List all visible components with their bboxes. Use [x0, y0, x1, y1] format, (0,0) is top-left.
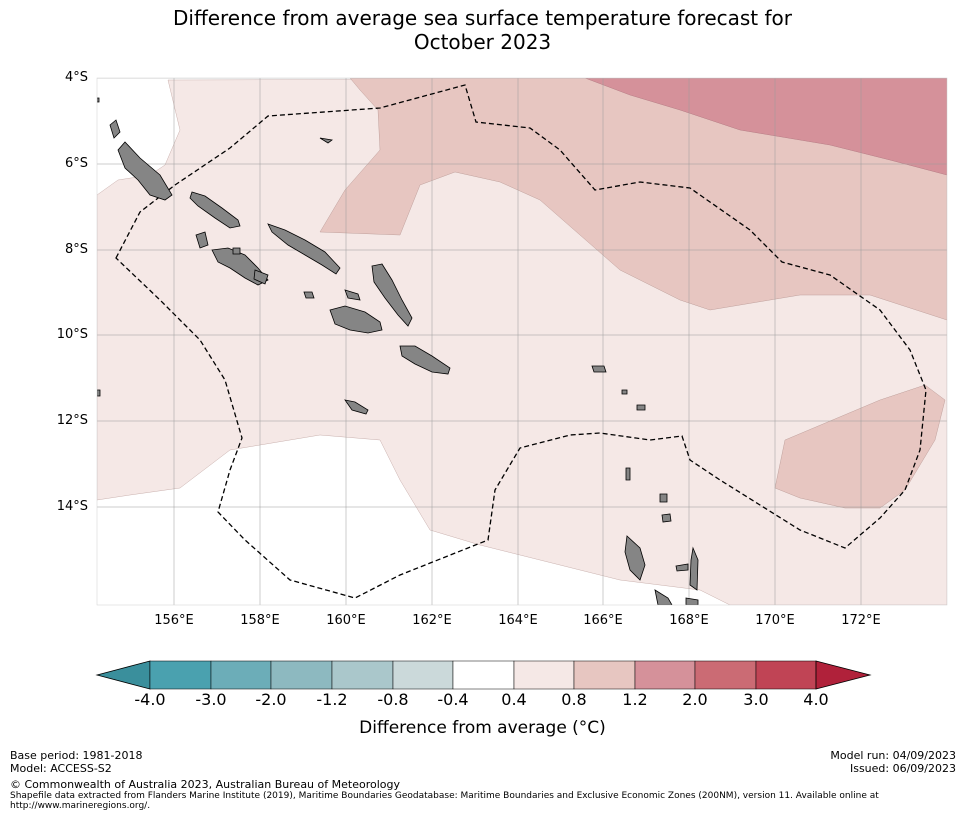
colorbar-tick: -0.8	[377, 690, 409, 709]
colorbar-tick: -2.0	[255, 690, 287, 709]
island-buka	[109, 119, 121, 139]
base-period-text: Base period: 1981-2018	[10, 749, 143, 762]
lon-label-156e: 156°E	[154, 613, 194, 628]
model-run-text: Model run: 04/09/2023	[830, 749, 956, 762]
colorbar-label: Difference from average (°C)	[359, 718, 606, 738]
island-vella-lavella	[195, 231, 209, 249]
colorbar-high-extension	[815, 660, 872, 690]
lat-label-12s: 12°S	[56, 413, 88, 428]
island-malaita	[371, 263, 413, 327]
colorbar-segment-10	[694, 660, 757, 690]
colorbar-tick: 3.0	[743, 690, 769, 709]
island-small-4	[97, 97, 100, 103]
colorbar-tick: 4.0	[803, 690, 829, 709]
lat-label-10s: 10°S	[56, 327, 88, 342]
lon-label-166e: 166°E	[583, 613, 623, 628]
island-santa-isabel	[267, 223, 341, 275]
issued-text: Issued: 06/09/2023	[849, 762, 956, 775]
island-ontong-java	[319, 137, 333, 144]
colorbar-segment-8	[573, 660, 636, 690]
island-small-2	[253, 269, 269, 285]
title-line-1: Difference from average sea surface temp…	[172, 6, 792, 30]
island-maewo	[689, 546, 699, 591]
colorbar-tick: -3.0	[195, 690, 227, 709]
map-title: Difference from average sea surface temp…	[0, 6, 965, 54]
colorbar-segment-9	[634, 660, 696, 690]
colorbar-segment-1	[149, 660, 212, 690]
land-masses	[97, 97, 699, 605]
shapefile-credit-line-2: http://www.marineregions.org/.	[10, 801, 151, 811]
colorbar-tick: 1.2	[622, 690, 648, 709]
model-text: Model: ACCESS-S2	[10, 762, 112, 775]
colorbar-tick: 2.0	[682, 690, 708, 709]
lat-label-6s: 6°S	[64, 156, 88, 171]
lon-label-162e: 162°E	[412, 613, 452, 628]
colorbar-segment-11	[755, 660, 817, 690]
island-choiseul	[189, 191, 241, 229]
island-malekula	[654, 589, 673, 605]
gridlines	[97, 78, 947, 605]
island-torres	[625, 467, 631, 481]
lon-label-160e: 160°E	[326, 613, 366, 628]
island-espiritu-santo	[624, 535, 646, 581]
island-pentecost	[685, 597, 699, 605]
island-utupua	[621, 389, 628, 395]
colorbar-segment-6	[452, 660, 515, 690]
lon-label-164e: 164°E	[498, 613, 538, 628]
lon-label-158e: 158°E	[240, 613, 280, 628]
lon-label-172e: 172°E	[841, 613, 881, 628]
island-florida	[344, 289, 361, 301]
shapefile-credit-line-1: Shapefile data extracted from Flanders M…	[10, 791, 879, 801]
island-makira	[399, 345, 451, 375]
map-area	[97, 78, 947, 605]
island-guadalcanal	[329, 305, 383, 334]
island-rennell	[344, 399, 369, 415]
island-vanikoro	[636, 404, 646, 411]
island-gaua	[661, 513, 672, 523]
island-bougainville	[117, 141, 173, 201]
lon-label-170e: 170°E	[755, 613, 795, 628]
colorbar-tick: 0.8	[561, 690, 587, 709]
title-line-2: October 2023	[413, 30, 552, 54]
eez-boundary	[115, 84, 927, 599]
island-small-1	[232, 247, 241, 255]
lon-label-168e: 168°E	[669, 613, 709, 628]
island-vanua-lava	[659, 493, 668, 503]
colorbar-tick: -4.0	[134, 690, 166, 709]
colorbar-tick: -1.2	[316, 690, 348, 709]
anomaly-band-1-2-2-0	[584, 78, 947, 176]
colorbar-low-extension	[95, 660, 151, 690]
colorbar-tick: 0.4	[501, 690, 527, 709]
map-frame	[96, 77, 948, 606]
island-ambae	[675, 563, 689, 572]
island-small-3	[97, 389, 101, 397]
anomaly-band-0-8-1-2-east	[774, 384, 946, 509]
copyright-text: © Commonwealth of Australia 2023, Austra…	[10, 778, 400, 791]
colorbar-segment-2	[210, 660, 272, 690]
colorbar-segment-3	[270, 660, 333, 690]
lat-label-14s: 14°S	[56, 499, 88, 514]
colorbar-segment-7	[513, 660, 575, 690]
island-santa-cruz	[591, 365, 607, 373]
lat-label-4s: 4°S	[64, 70, 88, 85]
lat-label-8s: 8°S	[64, 242, 88, 257]
island-russell	[303, 291, 315, 299]
colorbar-tick: -0.4	[437, 690, 469, 709]
colorbar	[95, 660, 872, 690]
colorbar-segment-4	[331, 660, 394, 690]
colorbar-segment-5	[392, 660, 454, 690]
